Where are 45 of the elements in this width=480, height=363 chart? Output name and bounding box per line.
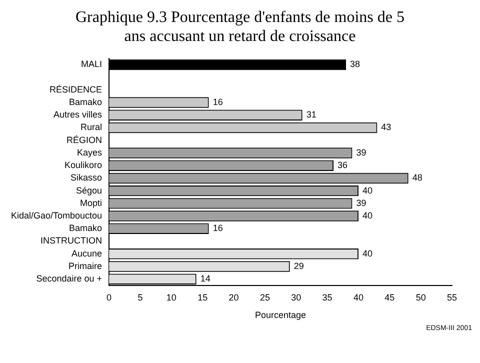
data-label: 39	[356, 198, 366, 208]
x-tick-label: 15	[198, 292, 208, 302]
data-label: 29	[294, 260, 304, 271]
x-tick-label: 25	[260, 292, 270, 302]
x-axis-title: Pourcentage	[255, 310, 306, 320]
y-tick-label: Koulikoro	[64, 160, 102, 170]
data-label: 40	[362, 248, 372, 258]
y-tick-label: INSTRUCTION	[40, 236, 102, 246]
x-tick-label: 45	[384, 292, 395, 302]
y-tick-label: RÉSIDENCE	[50, 84, 102, 94]
data-label: 16	[212, 97, 223, 108]
y-tick-label: Bamako	[69, 223, 102, 234]
chart-title: Graphique 9.3 Pourcentage d'enfants de moins de 5 ans accusant un retard de croissance	[74, 8, 406, 46]
x-tick-label: 50	[416, 292, 426, 302]
y-tick-label: Ségou	[76, 185, 102, 196]
x-tick-label: 55	[446, 292, 458, 302]
y-tick-label: Rural	[80, 122, 102, 132]
x-tick-label: 35	[322, 292, 332, 302]
y-tick-label: Primaire	[68, 260, 102, 271]
data-label: 16	[212, 223, 223, 234]
y-tick-label: RÉGION	[66, 134, 102, 145]
y-tick-label: Autres villes	[54, 110, 103, 120]
data-label: 48	[412, 172, 422, 183]
data-label: 36	[338, 160, 348, 170]
y-tick-label: Kidal/Gao/Tombouctou	[10, 210, 102, 221]
y-tick-label: Aucune	[72, 248, 102, 258]
y-tick-label: Secondaire ou +	[36, 274, 102, 284]
data-label: 43	[381, 122, 392, 132]
y-tick-label: Bamako	[69, 97, 102, 108]
x-tick-label: 5	[138, 292, 143, 302]
data-label: 40	[362, 210, 372, 221]
x-tick-label: 30	[291, 292, 302, 302]
x-tick-label: 40	[353, 292, 364, 302]
data-label: 38	[350, 59, 360, 70]
y-tick-label: MALI	[81, 59, 102, 70]
data-label: 31	[306, 110, 316, 120]
y-tick-label: Mopti	[80, 198, 102, 208]
data-label: 40	[362, 185, 372, 196]
data-label: 39	[356, 147, 366, 158]
y-tick-label: Kayes	[77, 147, 103, 158]
x-tick-label: 0	[106, 292, 112, 302]
x-tick-label: 10	[166, 292, 176, 302]
data-label: 14	[200, 274, 210, 284]
x-tick-label: 20	[228, 292, 239, 302]
y-tick-label: Sikasso	[70, 172, 102, 183]
